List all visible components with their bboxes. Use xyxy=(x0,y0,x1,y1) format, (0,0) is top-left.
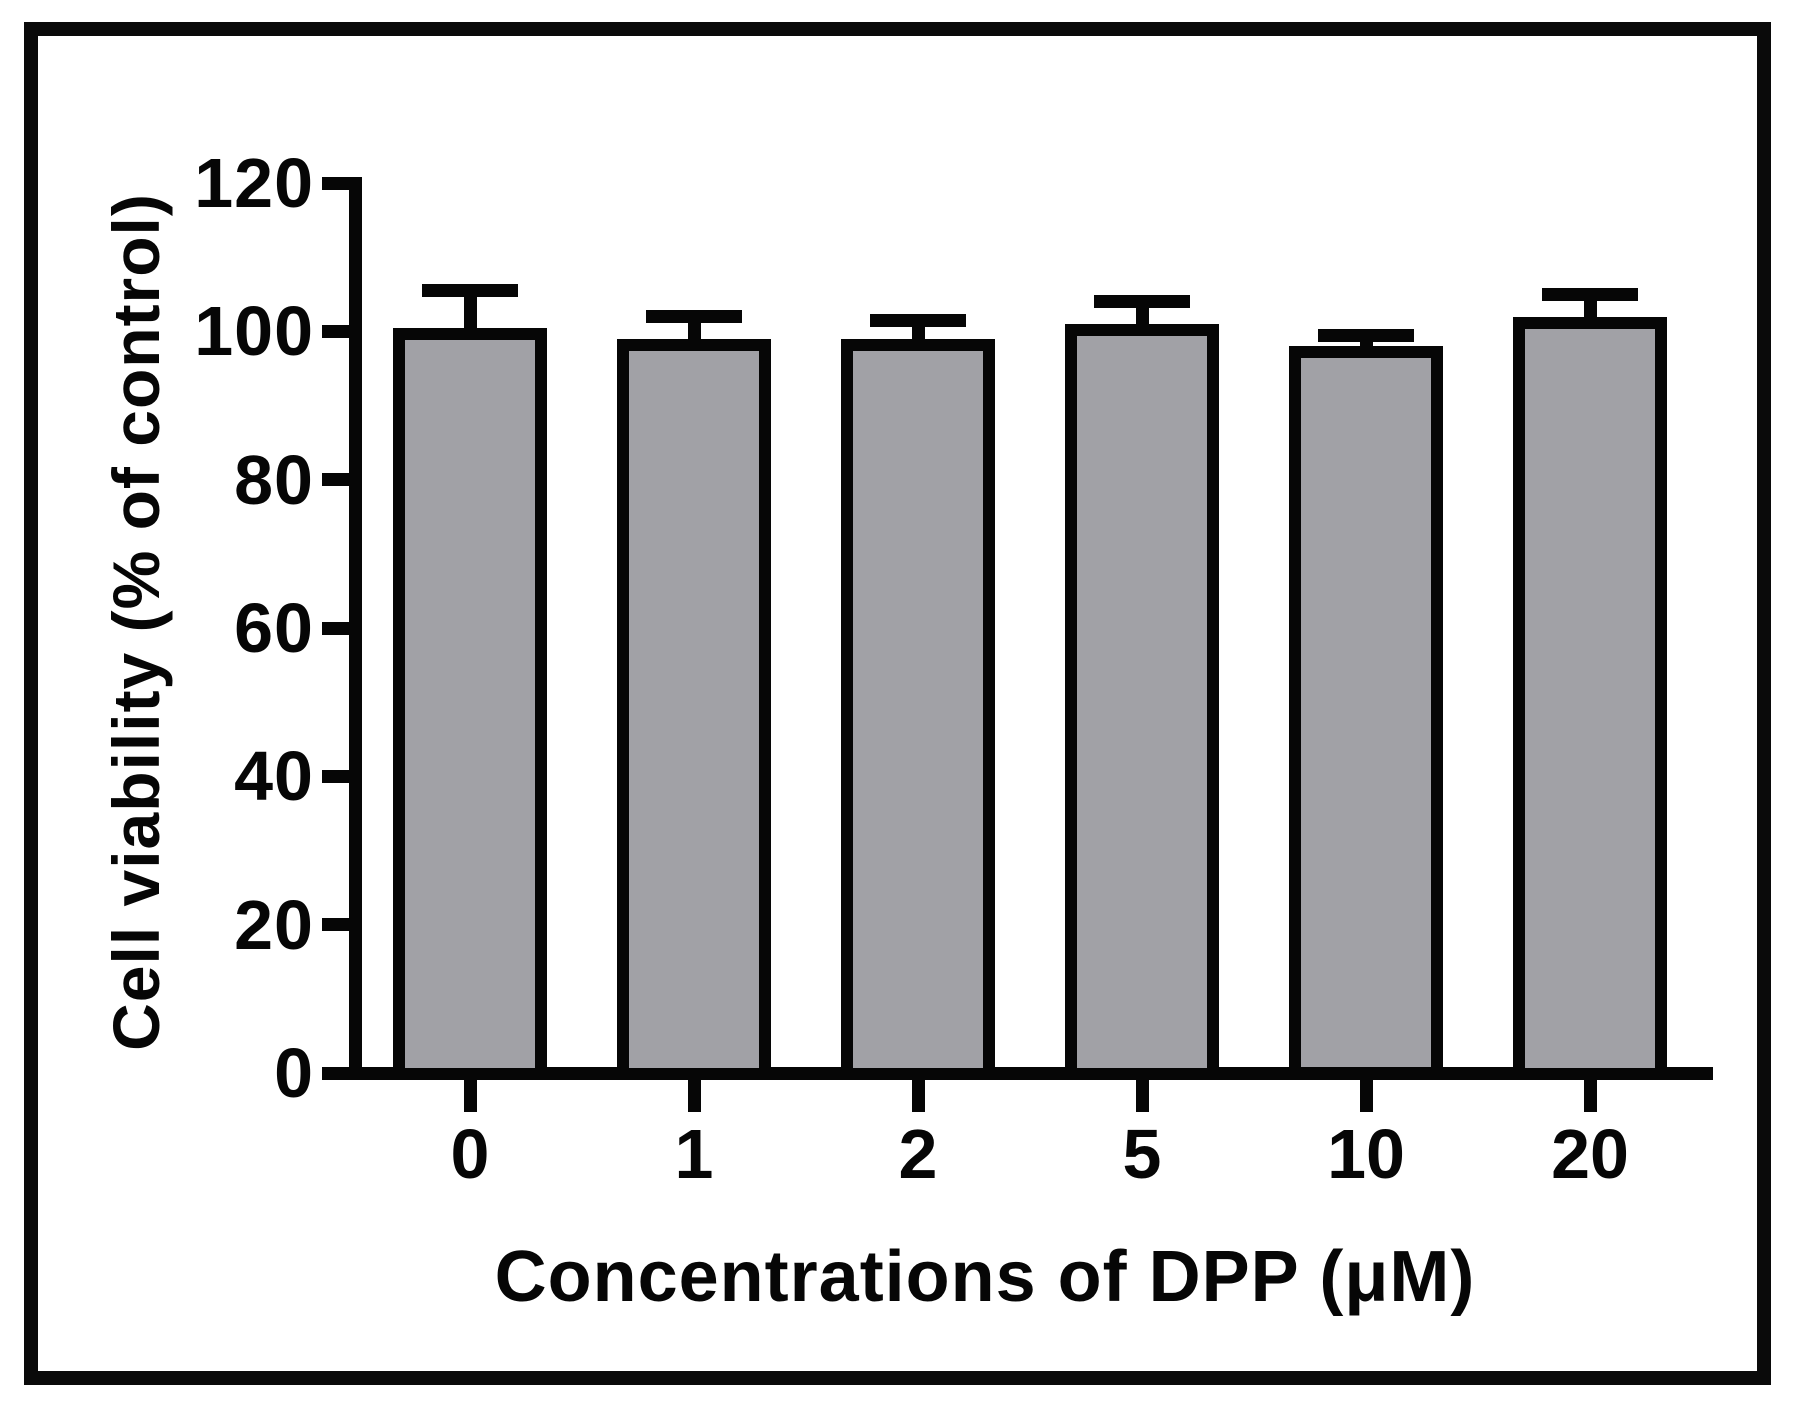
x-tick-label: 10 xyxy=(1327,1115,1405,1193)
x-tick-label: 2 xyxy=(898,1115,938,1193)
x-tick-label: 0 xyxy=(450,1115,490,1193)
x-tick xyxy=(1584,1080,1597,1112)
y-tick-label: 20 xyxy=(234,886,314,964)
bar xyxy=(1513,317,1667,1080)
error-bar-cap xyxy=(1094,295,1190,308)
error-bar-stem xyxy=(1584,294,1597,322)
y-tick xyxy=(322,770,349,783)
error-bar-stem xyxy=(464,291,477,334)
y-axis-spine xyxy=(349,177,362,1080)
error-bar-cap xyxy=(422,284,518,297)
x-tick xyxy=(1136,1080,1149,1112)
x-tick xyxy=(688,1080,701,1112)
x-tick-label: 20 xyxy=(1551,1115,1629,1193)
x-tick xyxy=(1360,1080,1373,1112)
y-tick xyxy=(322,473,349,486)
bar xyxy=(1289,346,1443,1079)
y-tick-label: 120 xyxy=(194,144,314,222)
y-tick-label: 80 xyxy=(234,441,314,519)
y-tick-label: 40 xyxy=(234,737,314,815)
x-tick xyxy=(912,1080,925,1112)
error-bar-cap xyxy=(870,314,966,327)
error-bar-cap xyxy=(646,310,742,323)
y-tick xyxy=(322,177,349,190)
y-tick xyxy=(322,622,349,635)
bar xyxy=(617,339,771,1080)
error-bar-stem xyxy=(1136,302,1149,330)
y-tick-label: 100 xyxy=(194,292,314,370)
x-tick xyxy=(464,1080,477,1112)
error-bar-cap xyxy=(1542,288,1638,301)
bar xyxy=(1065,324,1219,1080)
bar xyxy=(841,339,995,1080)
bar xyxy=(393,328,547,1080)
x-axis-title: Concentrations of DPP (μM) xyxy=(494,1237,1476,1317)
y-tick xyxy=(322,1067,349,1080)
y-tick xyxy=(322,325,349,338)
y-tick-label: 60 xyxy=(234,589,314,667)
y-tick xyxy=(322,918,349,931)
x-tick-label: 5 xyxy=(1122,1115,1162,1193)
error-bar-cap xyxy=(1318,329,1414,342)
error-bar-stem xyxy=(688,317,701,345)
x-tick-label: 1 xyxy=(674,1115,714,1193)
y-tick-label: 0 xyxy=(274,1034,314,1112)
